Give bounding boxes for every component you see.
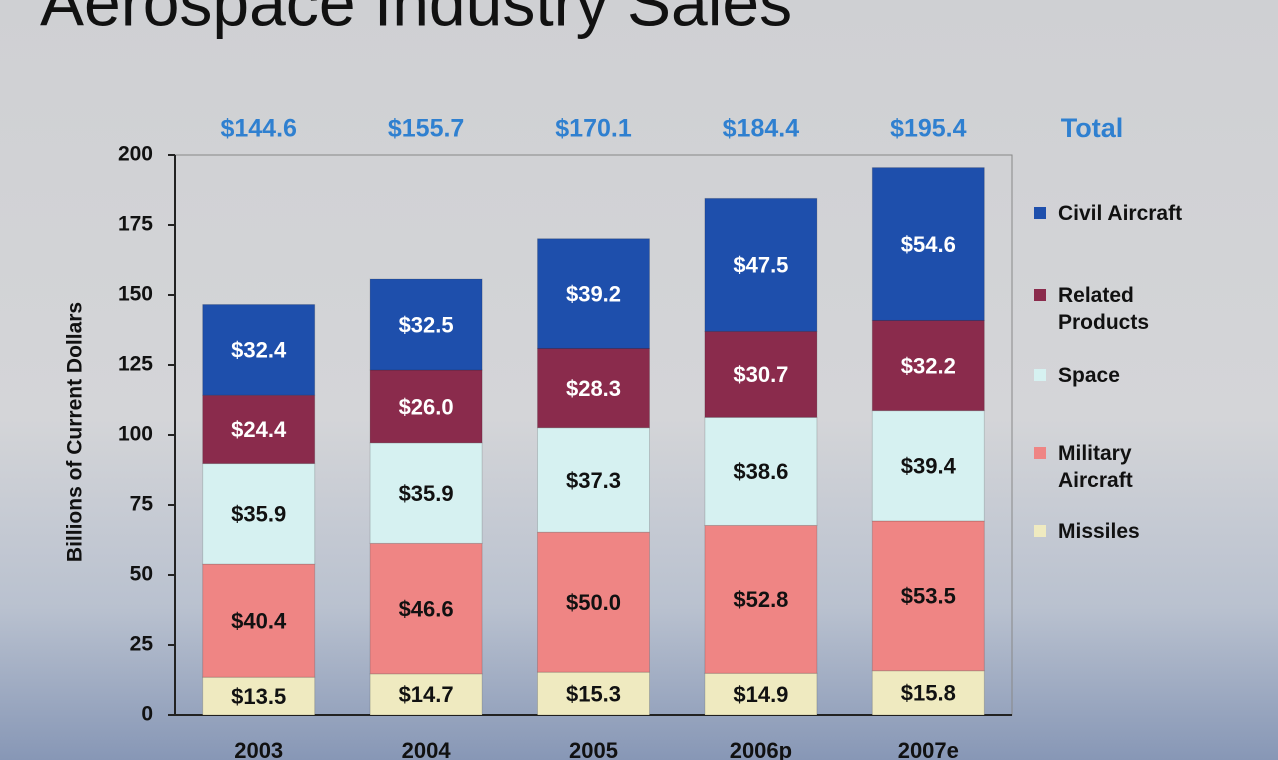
bar-segment (537, 671, 650, 716)
y-tick-label: 125 (118, 353, 153, 376)
data-label: $47.5 (733, 253, 788, 278)
legend-label: Related Products (1058, 284, 1150, 334)
bar-segment (369, 369, 483, 444)
bar-segment (369, 542, 483, 675)
data-label: $13.5 (231, 684, 286, 709)
bar-segment (704, 197, 818, 332)
bar-segment (871, 167, 985, 321)
totals-header: Total (1061, 113, 1124, 143)
data-label: $40.4 (231, 608, 287, 633)
data-label: $39.4 (901, 454, 957, 479)
data-label: $15.8 (901, 681, 956, 706)
bar-segment (537, 427, 650, 533)
legend-item: Related Products (1032, 282, 1192, 336)
y-tick-label: 100 (118, 423, 153, 446)
bar-segment (871, 319, 985, 412)
bar-segment (537, 347, 650, 429)
legend-item: Space (1032, 362, 1192, 389)
legend-label: Military Aircraft (1058, 442, 1133, 492)
bar-segment (369, 278, 483, 371)
data-label: $32.5 (399, 312, 454, 337)
bar-segment (202, 304, 316, 396)
bar-segment (871, 520, 985, 672)
data-label: $38.6 (733, 459, 788, 484)
bar-segment (704, 524, 818, 674)
total-label: $184.4 (723, 115, 800, 143)
data-label: $46.6 (399, 596, 454, 621)
x-tick-label: 2005 (569, 738, 618, 760)
data-label: $37.3 (566, 468, 621, 493)
bar-segment (202, 563, 316, 678)
y-tick-label: 200 (118, 143, 153, 166)
data-label: $54.6 (901, 232, 956, 257)
data-label: $15.3 (566, 681, 621, 706)
data-label: $35.9 (399, 481, 454, 506)
data-label: $14.9 (733, 682, 788, 707)
legend-swatch (1034, 207, 1046, 219)
legend-label: Civil Aircraft (1058, 202, 1183, 225)
x-tick-label: 2004 (402, 738, 452, 760)
x-tick-label: 2003 (234, 738, 283, 760)
legend-item: Military Aircraft (1032, 440, 1192, 494)
bar-segment (202, 463, 316, 565)
y-tick-label: 0 (141, 703, 153, 726)
bar-segment (537, 238, 650, 349)
data-label: $28.3 (566, 376, 621, 401)
total-label: $170.1 (555, 115, 632, 143)
y-axis-title: Billions of Current Dollars (64, 302, 87, 562)
total-label: $144.6 (220, 115, 296, 143)
legend-label: Space (1058, 364, 1120, 387)
y-tick-label: 150 (118, 283, 153, 306)
chart-title: Aerospace Industry Sales (40, 0, 792, 39)
data-label: $14.7 (399, 682, 454, 707)
bar-segment (871, 410, 985, 522)
y-tick-label: 175 (118, 213, 153, 236)
data-label: $26.0 (399, 394, 454, 419)
y-tick-label: 25 (130, 633, 154, 656)
bar-segment (369, 442, 483, 544)
legend-swatch (1034, 289, 1046, 301)
data-label: $50.0 (566, 590, 621, 615)
legend-swatch (1034, 447, 1046, 459)
y-tick-label: 75 (130, 493, 154, 516)
data-label: $53.5 (901, 584, 956, 609)
total-label: $195.4 (890, 115, 967, 143)
y-tick-label: 50 (130, 563, 153, 586)
x-tick-label: 2006p (730, 738, 792, 760)
legend-label: Missiles (1058, 520, 1140, 543)
bar-segment (369, 673, 483, 716)
bar-segment (202, 394, 316, 465)
total-label: $155.7 (388, 115, 464, 143)
data-label: $52.8 (733, 587, 788, 612)
bar-segment (704, 330, 818, 418)
data-label: $39.2 (566, 281, 621, 306)
data-label: $24.4 (231, 417, 287, 442)
data-label: $30.7 (733, 362, 788, 387)
data-label: $32.4 (231, 338, 287, 363)
x-tick-label: 2007e (898, 738, 959, 760)
legend-item: Civil Aircraft (1032, 200, 1192, 227)
legend-swatch (1034, 525, 1046, 537)
legend-swatch (1034, 369, 1046, 381)
data-label: $32.2 (901, 353, 956, 378)
legend-item: Missiles (1032, 518, 1192, 545)
bar-segment (202, 676, 316, 716)
data-label: $35.9 (231, 502, 286, 527)
